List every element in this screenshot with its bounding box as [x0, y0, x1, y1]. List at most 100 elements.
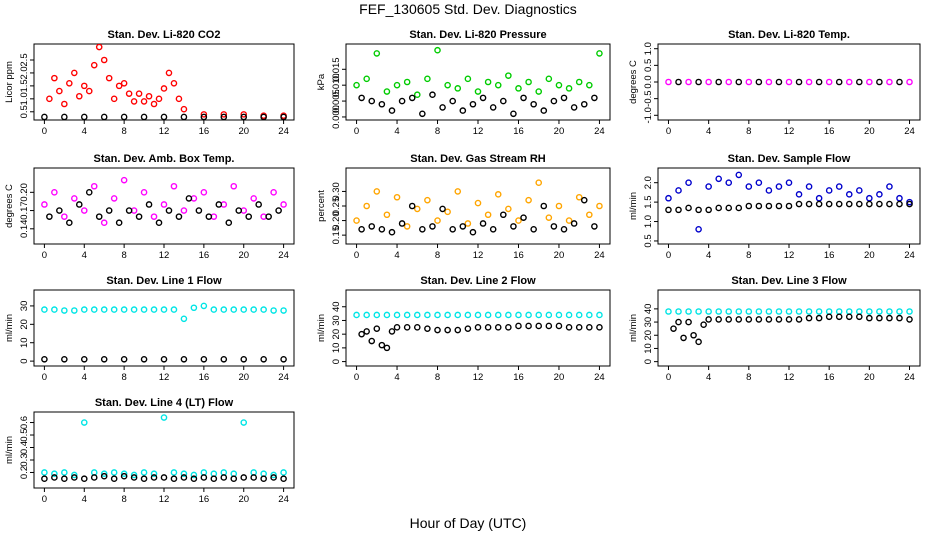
- data-point: [856, 308, 863, 315]
- y-tick-label: 0.20: [331, 211, 342, 230]
- data-point: [815, 78, 823, 86]
- data-point: [805, 183, 813, 190]
- data-point: [454, 188, 462, 195]
- data-point: [280, 355, 287, 363]
- panel-title: Stan. Dev. Line 4 (LT) Flow: [95, 397, 234, 409]
- data-point: [469, 228, 477, 236]
- x-tick-label: 12: [473, 126, 484, 137]
- data-point: [715, 175, 722, 183]
- data-point: [160, 474, 168, 481]
- data-point: [474, 311, 482, 319]
- data-point: [145, 92, 153, 100]
- data-point: [545, 214, 553, 221]
- data-point: [170, 475, 178, 483]
- points-layer: [665, 308, 913, 346]
- data-point: [876, 308, 883, 315]
- data-point: [250, 306, 257, 313]
- data-point: [484, 324, 492, 331]
- data-point: [85, 87, 93, 95]
- x-tick-label: 12: [159, 250, 170, 261]
- data-point: [575, 78, 583, 86]
- y-tick-label: 0.20: [19, 183, 30, 202]
- panel-stan-dev-li-820-co2: Stan. Dev. Li-820 CO2 0 4 8 12 16 20 24 0.51.01.…: [4, 29, 295, 137]
- x-tick-label: 12: [473, 372, 484, 383]
- data-point: [505, 311, 512, 319]
- data-point: [464, 311, 472, 319]
- data-point: [570, 220, 578, 227]
- data-point: [190, 304, 198, 312]
- data-point: [80, 419, 88, 426]
- data-point: [215, 201, 223, 208]
- x-tick-label: 24: [278, 250, 289, 261]
- data-point: [51, 474, 58, 481]
- data-point: [120, 355, 128, 363]
- data-point: [115, 219, 123, 227]
- data-point: [745, 202, 753, 210]
- data-point: [403, 78, 411, 86]
- data-point: [61, 355, 68, 363]
- data-point: [150, 213, 158, 220]
- points-layer: [665, 78, 913, 86]
- x-tick-label: 8: [121, 372, 126, 383]
- data-point: [434, 326, 441, 334]
- data-point: [71, 69, 78, 77]
- data-point: [100, 113, 108, 120]
- data-point: [449, 97, 457, 105]
- data-point: [71, 195, 78, 202]
- data-point: [515, 85, 522, 92]
- data-point: [235, 207, 243, 214]
- data-point: [130, 306, 138, 313]
- data-point: [190, 471, 198, 479]
- data-point: [444, 326, 451, 334]
- data-point: [165, 69, 173, 77]
- data-point: [150, 470, 158, 478]
- data-point: [825, 313, 833, 321]
- y-tick-label: 0.14: [19, 220, 30, 239]
- data-point: [358, 330, 365, 338]
- data-point: [90, 306, 98, 313]
- data-point: [388, 228, 396, 236]
- data-point: [725, 179, 733, 186]
- data-point: [225, 219, 233, 227]
- data-point: [735, 308, 743, 315]
- data-point: [71, 471, 78, 479]
- data-point: [260, 113, 267, 120]
- data-point: [675, 308, 682, 315]
- data-point: [560, 226, 568, 233]
- x-tick-label: 16: [199, 126, 210, 137]
- y-tick-label: 0.5: [643, 234, 654, 247]
- data-point: [105, 207, 113, 214]
- data-point: [120, 79, 128, 87]
- data-point: [815, 308, 823, 315]
- data-point: [525, 311, 532, 319]
- data-point: [785, 308, 793, 315]
- y-axis-label: ml/min: [4, 436, 15, 464]
- data-point: [815, 200, 823, 208]
- data-point: [886, 78, 893, 86]
- panel-stan-dev-line-4-lt-flow: Stan. Dev. Line 4 (LT) Flow 0 4 8 12 16 20 24 0.…: [4, 397, 295, 505]
- data-point: [240, 419, 248, 426]
- y-axis-label: kPa: [316, 73, 327, 90]
- data-point: [155, 219, 163, 227]
- data-point: [270, 307, 277, 314]
- data-point: [145, 201, 153, 208]
- data-point: [510, 110, 517, 118]
- data-point: [665, 78, 672, 86]
- y-tick-label: 0.000: [331, 105, 342, 129]
- data-point: [260, 355, 267, 363]
- y-tick-label: 0.25: [331, 197, 342, 216]
- panel-title: Stan. Dev. Li-820 Pressure: [409, 29, 546, 41]
- points-layer: [41, 176, 287, 227]
- data-point: [876, 200, 883, 208]
- y-tick-label: 2.0: [643, 176, 654, 189]
- data-point: [100, 56, 108, 64]
- data-point: [368, 223, 376, 230]
- data-point: [250, 195, 257, 202]
- data-point: [906, 200, 913, 208]
- x-tick-label: 20: [864, 126, 875, 137]
- x-tick-label: 8: [121, 126, 126, 137]
- data-point: [499, 97, 507, 105]
- data-point: [530, 226, 537, 233]
- panel-title: Stan. Dev. Line 2 Flow: [420, 275, 536, 287]
- panel-stan-dev-line-3-flow: Stan. Dev. Line 3 Flow 0 4 8 12 16 20 24 0 10 20 30…: [628, 275, 921, 383]
